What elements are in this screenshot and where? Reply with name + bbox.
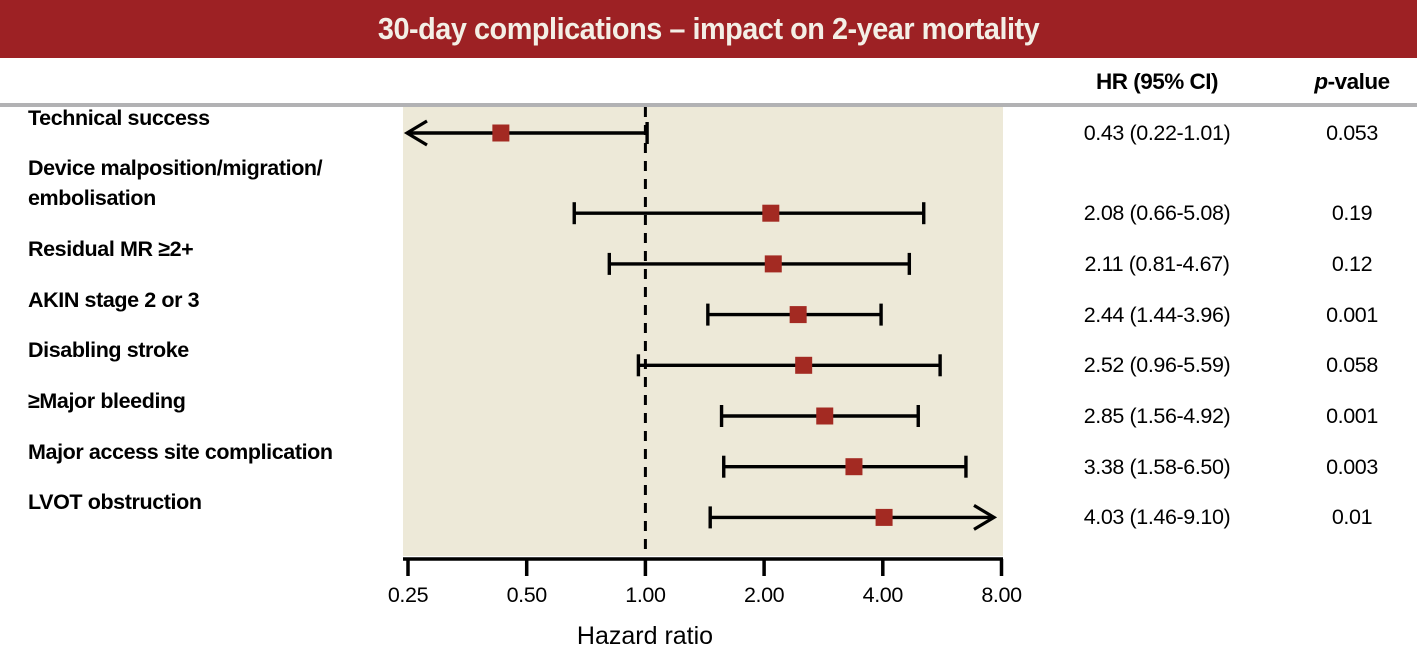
arrow-right: [973, 504, 998, 531]
hr-value: 2.44 (1.44-3.96): [1083, 302, 1231, 327]
x-tick-label: 4.00: [862, 583, 904, 607]
column-header-p: p-value: [1277, 69, 1417, 95]
hr-value: 2.08 (0.66-5.08): [1083, 201, 1231, 226]
hr-marker: [875, 508, 893, 526]
arrow-left: [403, 119, 428, 147]
hr-value: 2.85 (1.56-4.92): [1083, 404, 1231, 428]
row-label: Device malposition/migration/ embolisati…: [28, 156, 323, 211]
row-label: ≥Major bleeding: [28, 389, 186, 413]
page-title: 30-day complications – impact on 2-year …: [377, 11, 1040, 46]
hr-value: 0.43 (0.22-1.01): [1083, 121, 1231, 145]
hr-value: 4.03 (1.46-9.10): [1083, 505, 1231, 530]
p-value: 0.001: [1326, 404, 1378, 428]
x-tick-label: 2.00: [743, 583, 785, 607]
row-label: Residual MR ≥2+: [28, 236, 194, 261]
row-label: AKIN stage 2 or 3: [28, 287, 200, 312]
plot-background: [403, 107, 1003, 556]
hr-marker: [795, 356, 813, 374]
hr-marker: [816, 407, 834, 425]
x-tick-label: 1.00: [625, 583, 666, 607]
hr-value: 2.11 (0.81-4.67): [1084, 251, 1230, 276]
p-value: 0.003: [1326, 454, 1378, 479]
p-value: 0.19: [1331, 201, 1373, 226]
hr-value: 2.52 (0.96-5.59): [1083, 353, 1231, 378]
row-label: Disabling stroke: [28, 338, 189, 363]
row-label: Technical success: [28, 106, 210, 130]
p-value: 0.01: [1331, 505, 1373, 530]
hr-marker: [789, 306, 807, 324]
p-value: 0.001: [1326, 302, 1378, 327]
p-italic-glyph: p: [1314, 69, 1328, 94]
p-suffix: -value: [1327, 69, 1391, 94]
hr-marker: [762, 204, 780, 222]
column-header-hr: HR (95% CI): [1095, 69, 1219, 94]
p-value: 0.058: [1326, 353, 1378, 378]
x-tick-label: 0.25: [387, 583, 429, 607]
hr-marker: [764, 255, 782, 273]
hr-value: 3.38 (1.58-6.50): [1083, 454, 1231, 479]
hr-marker: [845, 458, 863, 476]
x-tick-label: 0.50: [506, 583, 548, 607]
row-label: Major access site complication: [28, 439, 333, 464]
p-value: 0.053: [1326, 121, 1378, 145]
x-axis-label: Hazard ratio: [576, 622, 714, 650]
x-tick-label: 8.00: [981, 583, 1022, 607]
hr-marker: [492, 124, 510, 142]
header-divider: [0, 103, 1417, 107]
p-value: 0.12: [1331, 251, 1373, 276]
row-label: LVOT obstruction: [28, 490, 202, 515]
title-bar: 30-day complications – impact on 2-year …: [0, 0, 1417, 58]
